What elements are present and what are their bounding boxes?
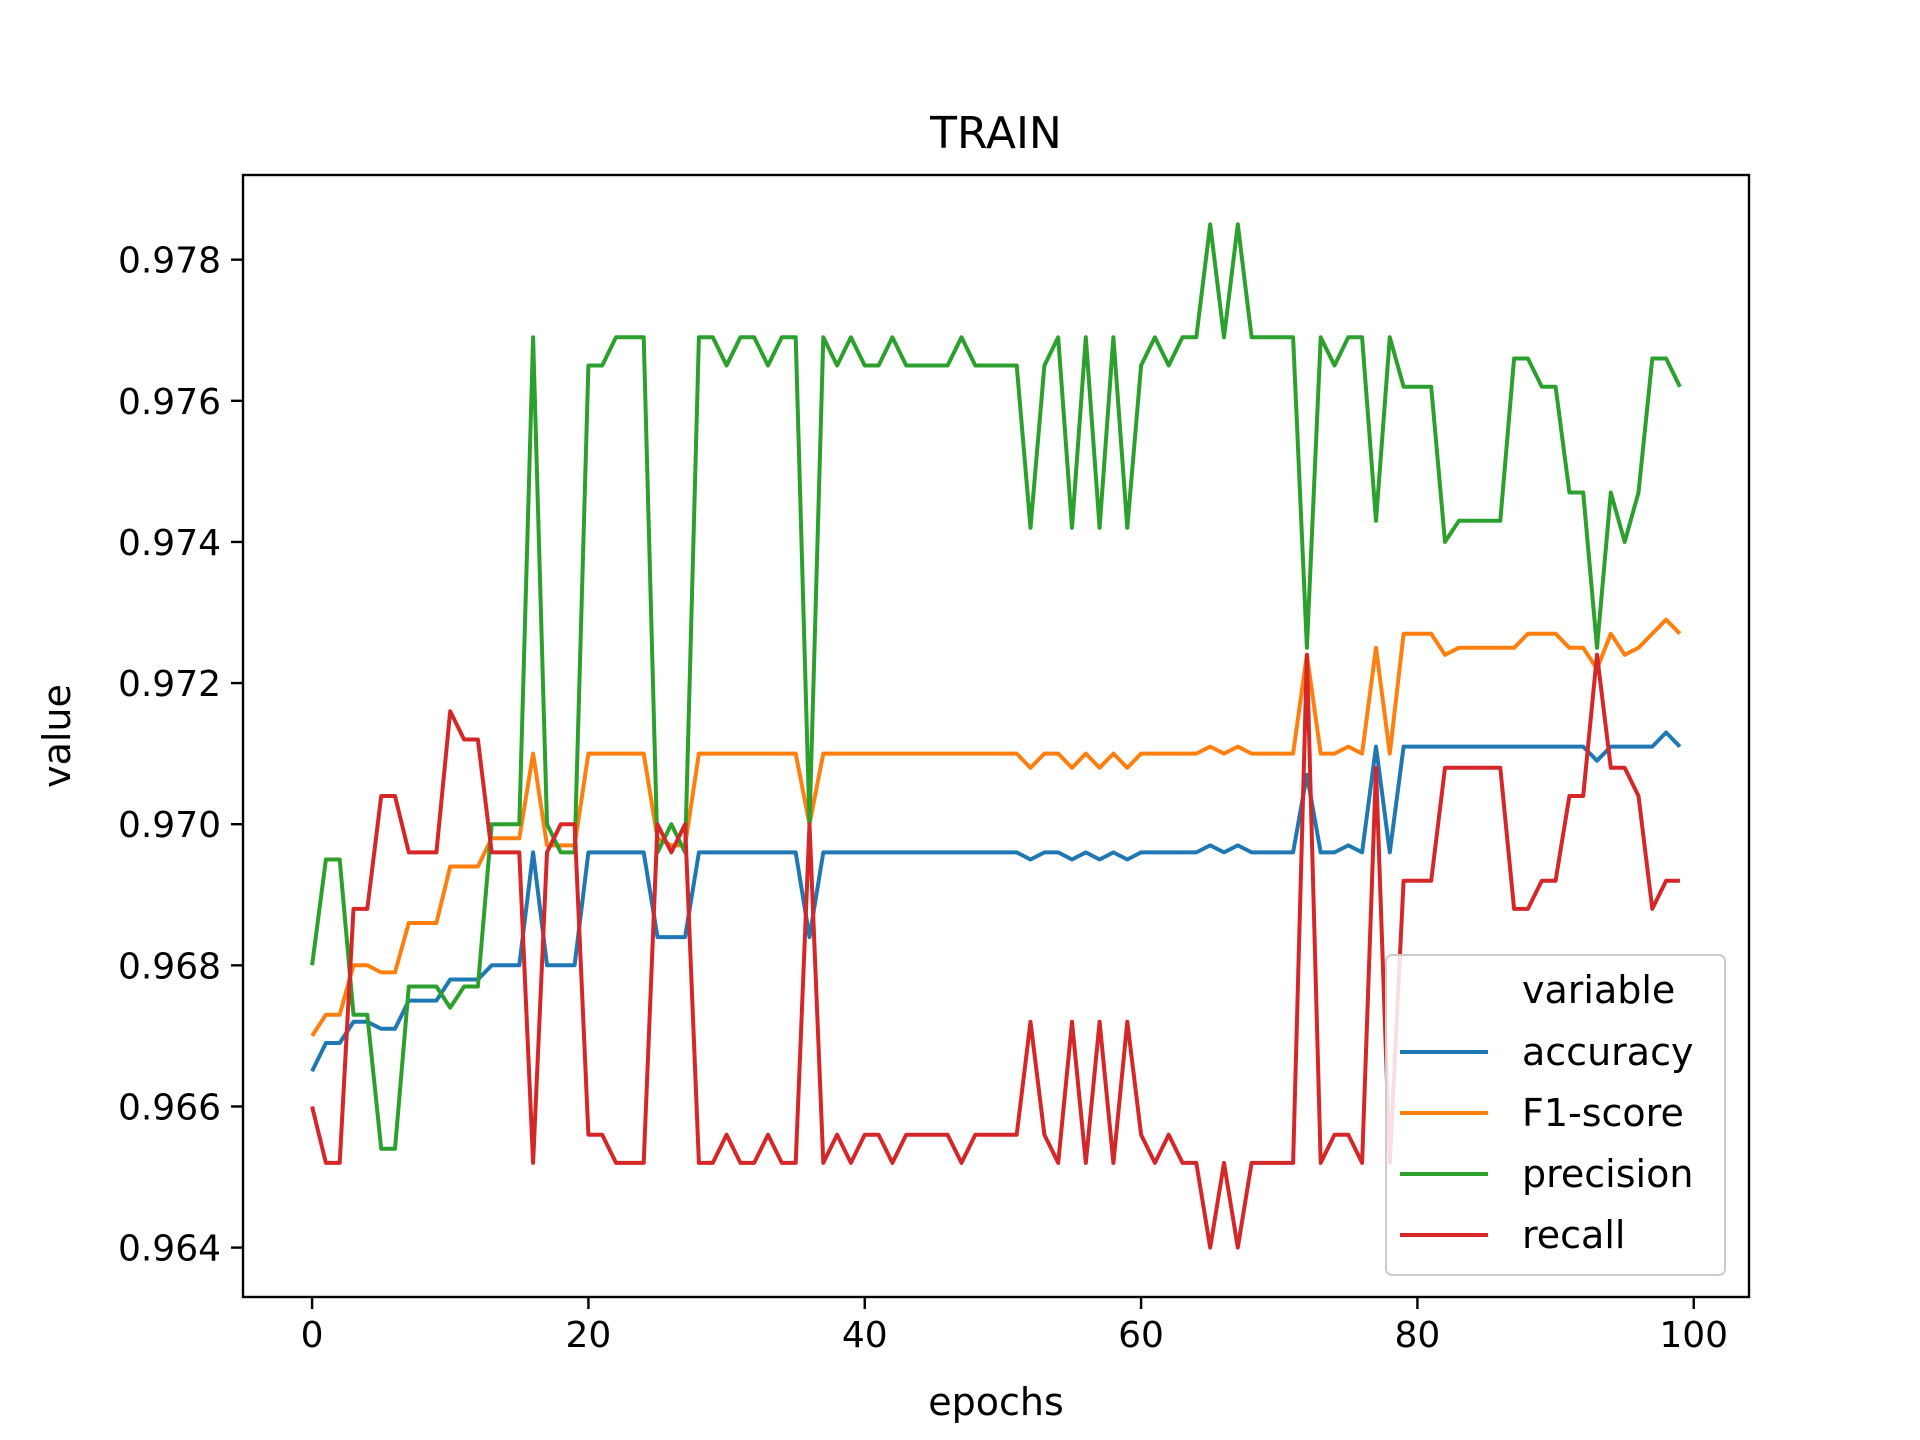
legend-label-accuracy: accuracy (1522, 1030, 1693, 1074)
legend-box (1385, 954, 1726, 1276)
legend-label-f1-score: F1-score (1522, 1091, 1684, 1135)
chart-title: TRAIN (929, 108, 1062, 159)
x-tick-label: 0 (301, 1315, 324, 1356)
legend-label-recall: recall (1522, 1213, 1625, 1257)
x-tick-label: 100 (1659, 1315, 1728, 1356)
x-tick-label: 60 (1118, 1315, 1164, 1356)
legend-title: variable (1522, 968, 1675, 1012)
y-tick-label: 0.972 (118, 664, 221, 705)
x-axis-label: epochs (928, 1380, 1064, 1424)
y-tick-label: 0.970 (118, 805, 221, 846)
y-axis: 0.964 0.966 0.968 0.970 0.972 0.974 0.976 0.978 (118, 241, 243, 1270)
y-tick-label: 0.978 (118, 241, 221, 282)
series-line-precision (310, 222, 1682, 1151)
y-tick-label: 0.968 (118, 946, 221, 987)
series-line-accuracy (310, 730, 1682, 1073)
y-tick-label: 0.966 (118, 1087, 221, 1128)
y-tick-label: 0.976 (118, 382, 221, 423)
legend: variable accuracy F1-score precision recall (1385, 954, 1726, 1276)
plot-area (310, 222, 1682, 1250)
x-axis: 0 20 40 60 80 100 (301, 1297, 1728, 1356)
plot-frame (241, 173, 1751, 1299)
y-tick-label: 0.964 (118, 1229, 221, 1270)
x-tick-label: 20 (566, 1315, 612, 1356)
x-tick-label: 80 (1394, 1315, 1440, 1356)
legend-label-precision: precision (1522, 1152, 1693, 1196)
x-tick-label: 40 (842, 1315, 888, 1356)
y-tick-label: 0.974 (118, 523, 221, 564)
y-axis-label: value (35, 684, 79, 788)
series-line-recall (310, 652, 1680, 1250)
series-line-f1-score (310, 617, 1682, 1037)
